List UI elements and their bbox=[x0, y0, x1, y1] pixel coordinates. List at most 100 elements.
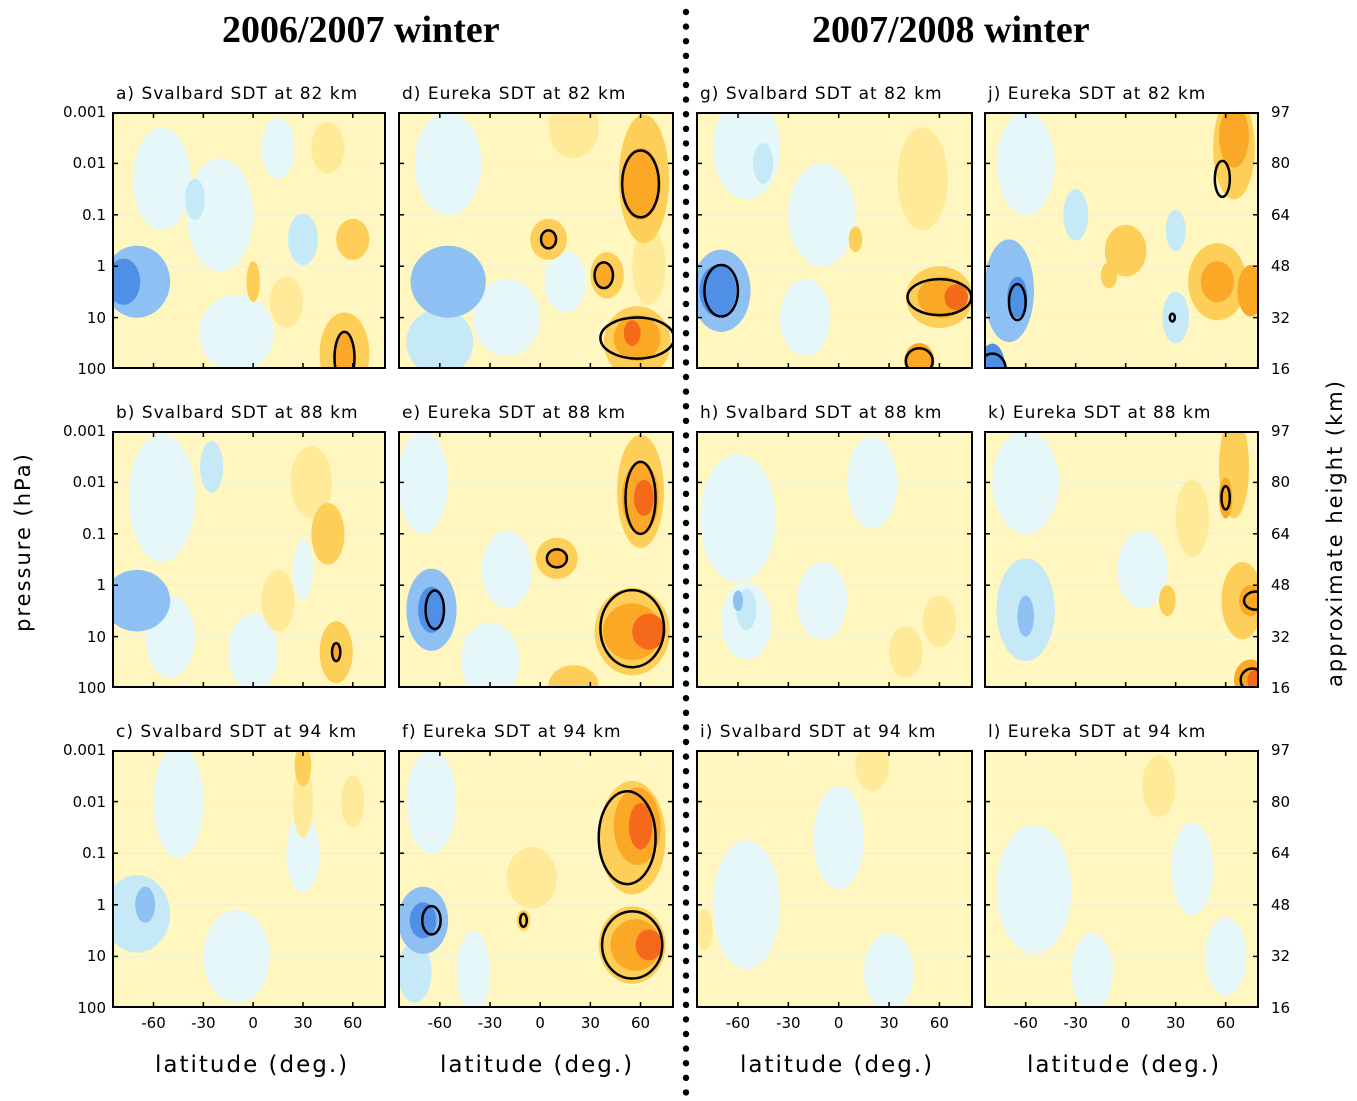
height-tick-label: 32 bbox=[1271, 308, 1291, 327]
pressure-tick-label: 0.01 bbox=[72, 792, 106, 811]
divider-dot bbox=[682, 432, 690, 439]
significance-contour bbox=[424, 589, 446, 631]
anomaly-pos1 bbox=[1175, 479, 1209, 557]
height-tick-label: 97 bbox=[1271, 103, 1291, 121]
pressure-tick-label: 10 bbox=[86, 947, 106, 966]
anomaly-pos2 bbox=[336, 218, 370, 260]
height-tick-label: 80 bbox=[1271, 473, 1291, 492]
anomaly-pos1 bbox=[548, 112, 599, 159]
divider-dot bbox=[682, 286, 690, 293]
pressure-tick-label: 1 bbox=[96, 257, 106, 276]
pressure-tick-label: 10 bbox=[86, 308, 106, 327]
divider-dot bbox=[682, 1045, 690, 1052]
panel-frame bbox=[984, 750, 1259, 1008]
panel-title-l: l) Eureka SDT at 94 km bbox=[988, 722, 1207, 742]
anomaly-pos1 bbox=[341, 775, 365, 828]
anomaly-neg0 bbox=[992, 431, 1059, 534]
divider-dot bbox=[682, 680, 690, 687]
anomaly-pos1 bbox=[506, 846, 557, 909]
divider-dot bbox=[682, 578, 690, 585]
divider-dot bbox=[682, 753, 690, 760]
divider-dot bbox=[682, 330, 690, 337]
significance-contour bbox=[624, 460, 657, 536]
anomaly-neg0 bbox=[132, 127, 191, 231]
divider-dot bbox=[682, 505, 690, 512]
anomaly-pos1 bbox=[632, 227, 666, 305]
divider-dot bbox=[682, 154, 690, 162]
latitude-tick-label: 0 bbox=[535, 1014, 545, 1032]
divider-dot bbox=[682, 23, 690, 30]
significance-contour bbox=[539, 229, 558, 250]
anomaly-neg0 bbox=[847, 436, 898, 529]
latitude-tick-label: -30 bbox=[191, 1014, 216, 1032]
significance-contour bbox=[421, 904, 442, 936]
x-axis-label-col-a: latitude (deg.) bbox=[155, 1052, 350, 1078]
anomaly-pos2 bbox=[294, 750, 312, 787]
significance-contour bbox=[599, 588, 666, 669]
anomaly-neg0 bbox=[398, 431, 449, 534]
anomaly-neg0 bbox=[128, 433, 196, 563]
divider-dot bbox=[682, 607, 690, 614]
anomaly-pos4 bbox=[633, 479, 654, 516]
divider-dot bbox=[682, 446, 690, 454]
latitude-tick-label: 30 bbox=[1166, 1014, 1186, 1032]
anomaly-pos3 bbox=[1200, 261, 1234, 303]
panel-title-f: f) Eureka SDT at 94 km bbox=[402, 722, 622, 742]
divider-dot bbox=[682, 870, 690, 877]
significance-contour bbox=[333, 330, 356, 369]
divider-dot bbox=[682, 622, 690, 629]
divider-dot bbox=[682, 519, 690, 527]
panel-title-k: k) Eureka SDT at 88 km bbox=[988, 403, 1212, 423]
latitude-tick-label: 0 bbox=[1120, 1014, 1131, 1032]
divider-dot bbox=[682, 1001, 690, 1008]
anomaly-neg1 bbox=[1165, 209, 1186, 251]
anomaly-neg0 bbox=[1071, 933, 1114, 1008]
panel-title-a: a) Svalbard SDT at 82 km bbox=[116, 84, 359, 104]
x-axis-label-col-d: latitude (deg.) bbox=[440, 1052, 635, 1078]
divider-dot bbox=[682, 549, 690, 556]
anomaly-pos2 bbox=[848, 226, 863, 253]
panel-title-e: e) Eureka SDT at 88 km bbox=[402, 403, 627, 423]
anomaly-pos2 bbox=[1100, 262, 1118, 289]
divider-dot bbox=[682, 257, 690, 264]
divider-dot bbox=[682, 52, 690, 59]
pressure-tick-label: 0.01 bbox=[72, 154, 106, 173]
anomaly-neg0 bbox=[414, 112, 482, 215]
divider-dot bbox=[682, 826, 690, 833]
anomaly-neg3 bbox=[112, 258, 141, 305]
latitude-tick-label: 0 bbox=[833, 1014, 844, 1032]
significance-contour bbox=[600, 910, 664, 980]
panel-title-c: c) Svalbard SDT at 94 km bbox=[116, 722, 358, 742]
divider-dot bbox=[682, 38, 690, 45]
height-tick-label: 64 bbox=[1271, 844, 1291, 863]
latitude-tick-label: -60 bbox=[1013, 1014, 1038, 1032]
anomaly-neg0 bbox=[700, 454, 776, 583]
divider-dot bbox=[682, 96, 690, 103]
divider-dot bbox=[682, 914, 690, 921]
panel-c bbox=[112, 750, 386, 1008]
anomaly-neg0 bbox=[813, 786, 864, 890]
anomaly-neg0 bbox=[456, 930, 490, 1008]
anomaly-pos1 bbox=[261, 569, 295, 632]
height-tick-label: 16 bbox=[1271, 679, 1291, 697]
anomaly-neg2 bbox=[112, 569, 171, 632]
anomaly-pos1 bbox=[922, 595, 957, 647]
anomaly-neg1 bbox=[406, 308, 474, 369]
panel-h bbox=[696, 431, 973, 688]
divider-dot bbox=[682, 111, 690, 118]
latitude-tick-label: 60 bbox=[1216, 1014, 1236, 1032]
anomaly-pos1 bbox=[696, 908, 713, 951]
anomaly-neg0 bbox=[153, 750, 204, 859]
latitude-tick-label: 60 bbox=[630, 1014, 651, 1032]
anomaly-pos2 bbox=[1104, 225, 1147, 277]
panel-frame bbox=[696, 750, 973, 1008]
divider-dot bbox=[682, 198, 690, 205]
height-tick-label: 16 bbox=[1271, 360, 1291, 378]
height-tick-label: 16 bbox=[1271, 999, 1291, 1017]
divider-dot bbox=[682, 373, 690, 381]
divider-dot bbox=[682, 884, 690, 892]
pressure-tick-label: 0.1 bbox=[82, 205, 106, 224]
pressure-tick-label: 100 bbox=[77, 999, 106, 1017]
significance-contour bbox=[1220, 485, 1232, 511]
panel-a bbox=[112, 112, 386, 369]
